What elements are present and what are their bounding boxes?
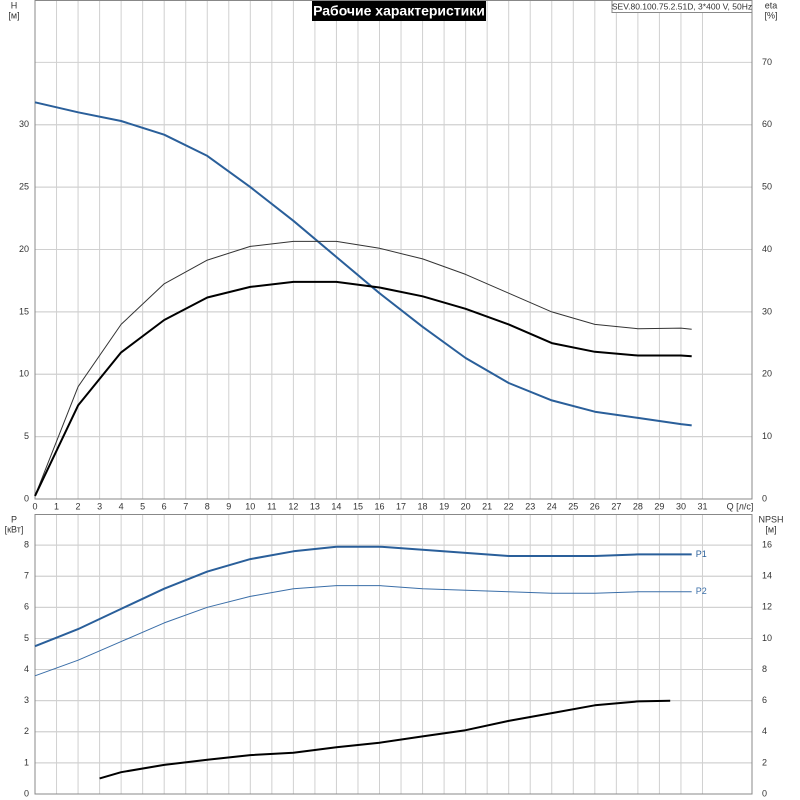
- x-tick-label: 25: [568, 501, 578, 511]
- x-tick-label: 14: [331, 501, 341, 511]
- y2-axis-unit: [%]: [764, 10, 777, 20]
- y-tick-label: 5: [24, 633, 29, 643]
- y-tick-label: 25: [19, 182, 29, 192]
- x-tick-label: 4: [119, 501, 124, 511]
- plot-frame: [34, 0, 753, 500]
- y-tick-label: 15: [19, 306, 29, 316]
- y2-tick-label: 10: [762, 431, 772, 441]
- y2-axis-label: eta: [765, 0, 778, 10]
- plot-frame: [34, 514, 753, 795]
- x-tick-label: 2: [76, 501, 81, 511]
- x-tick-label: 26: [590, 501, 600, 511]
- x-tick-label: 20: [461, 501, 471, 511]
- y2-tick-label: 16: [762, 539, 772, 549]
- y2-axis-unit: [м]: [765, 524, 776, 534]
- x-tick-label: 7: [183, 501, 188, 511]
- y2-tick-label: 6: [762, 695, 767, 705]
- x-tick-label: 31: [697, 501, 707, 511]
- title-box: [312, 1, 486, 21]
- x-tick-label: 6: [162, 501, 167, 511]
- y2-tick-label: 2: [762, 757, 767, 767]
- y2-tick-label: 0: [762, 788, 767, 798]
- x-tick-label: 16: [374, 501, 384, 511]
- y-tick-label: 0: [24, 788, 29, 798]
- x-tick-label: 5: [140, 501, 145, 511]
- y-tick-label: 7: [24, 571, 29, 581]
- x-tick-label: 27: [611, 501, 621, 511]
- y2-tick-label: 8: [762, 664, 767, 674]
- y-tick-label: 3: [24, 695, 29, 705]
- y2-tick-label: 50: [762, 182, 772, 192]
- y2-tick-label: 30: [762, 306, 772, 316]
- x-tick-label: 30: [676, 501, 686, 511]
- x-tick-label: 1: [54, 501, 59, 511]
- y-tick-label: 4: [24, 664, 29, 674]
- y-axis-label: P: [11, 514, 17, 524]
- y-tick-label: 8: [24, 539, 29, 549]
- x-tick-label: 28: [633, 501, 643, 511]
- y2-tick-label: 4: [762, 726, 767, 736]
- x-tick-label: 23: [525, 501, 535, 511]
- y2-tick-label: 40: [762, 244, 772, 254]
- model-label: SEV.80.100.75.2.51D, 3*400 V, 50Hz: [612, 1, 752, 11]
- x-tick-label: 21: [482, 501, 492, 511]
- x-tick-label: 10: [245, 501, 255, 511]
- y-tick-label: 10: [19, 369, 29, 379]
- series-line: [34, 101, 692, 427]
- x-tick-label: 17: [396, 501, 406, 511]
- model-box: [611, 0, 753, 13]
- y-tick-label: 30: [19, 119, 29, 129]
- x-tick-label: 3: [97, 501, 102, 511]
- y2-tick-label: 60: [762, 119, 772, 129]
- y2-axis-label: NPSH: [758, 514, 783, 524]
- y2-tick-label: 12: [762, 602, 772, 612]
- x-tick-label: 11: [267, 501, 276, 511]
- y-tick-label: 0: [24, 493, 29, 503]
- series-line: [99, 699, 671, 780]
- series-label: P1: [696, 549, 707, 559]
- chart-title: Рабочие характеристики: [313, 3, 485, 19]
- y-axis-unit: [м]: [8, 10, 19, 20]
- y-axis-label: H: [11, 0, 18, 10]
- x-tick-label: 0: [32, 501, 37, 511]
- y-tick-label: 1: [24, 757, 29, 767]
- x-axis-label: Q [л/с]: [727, 501, 754, 511]
- x-tick-label: 24: [547, 501, 557, 511]
- x-tick-label: 29: [654, 501, 664, 511]
- y-tick-label: 5: [24, 431, 29, 441]
- y2-tick-label: 14: [762, 571, 772, 581]
- x-tick-label: 9: [226, 501, 231, 511]
- series-line: [34, 585, 692, 677]
- y-axis-unit: [кВт]: [5, 524, 24, 534]
- x-tick-label: 22: [504, 501, 514, 511]
- series-line: [34, 545, 692, 648]
- series-label: P2: [696, 586, 707, 596]
- y2-tick-label: 70: [762, 57, 772, 67]
- y2-tick-label: 10: [762, 633, 772, 643]
- x-tick-label: 18: [418, 501, 428, 511]
- y2-tick-label: 20: [762, 369, 772, 379]
- series-line: [34, 240, 692, 497]
- y-tick-label: 6: [24, 602, 29, 612]
- x-tick-label: 15: [353, 501, 363, 511]
- x-tick-label: 12: [288, 501, 298, 511]
- x-tick-label: 13: [310, 501, 320, 511]
- y-tick-label: 2: [24, 726, 29, 736]
- y2-tick-label: 0: [762, 493, 767, 503]
- x-tick-label: 8: [205, 501, 210, 511]
- y-tick-label: 20: [19, 244, 29, 254]
- series-line: [34, 280, 692, 497]
- x-tick-label: 19: [439, 501, 449, 511]
